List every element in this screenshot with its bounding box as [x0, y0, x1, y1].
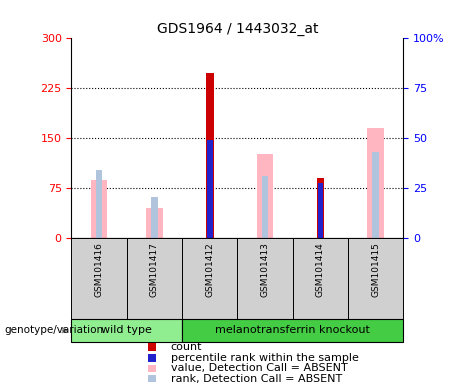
- Bar: [257, 154, 273, 238]
- Bar: [71, 238, 127, 323]
- Bar: [182, 319, 403, 342]
- Bar: [262, 176, 268, 238]
- Bar: [317, 178, 324, 238]
- Text: count: count: [171, 342, 202, 352]
- Bar: [148, 343, 155, 351]
- Text: GSM101416: GSM101416: [95, 242, 104, 297]
- Bar: [237, 238, 293, 323]
- Bar: [318, 183, 323, 238]
- Bar: [182, 238, 237, 323]
- Bar: [148, 375, 155, 382]
- Text: melanotransferrin knockout: melanotransferrin knockout: [215, 325, 370, 335]
- Bar: [91, 179, 107, 238]
- Bar: [148, 364, 155, 372]
- Bar: [206, 73, 213, 238]
- Bar: [148, 354, 155, 362]
- Text: GSM101413: GSM101413: [260, 242, 270, 297]
- Bar: [96, 169, 102, 238]
- Bar: [348, 238, 403, 323]
- Bar: [146, 208, 163, 238]
- Title: GDS1964 / 1443032_at: GDS1964 / 1443032_at: [157, 22, 318, 36]
- Bar: [293, 238, 348, 323]
- Text: GSM101414: GSM101414: [316, 242, 325, 297]
- Bar: [367, 128, 384, 238]
- Text: GSM101417: GSM101417: [150, 242, 159, 297]
- Text: value, Detection Call = ABSENT: value, Detection Call = ABSENT: [171, 363, 347, 373]
- Bar: [207, 139, 213, 238]
- Text: genotype/variation: genotype/variation: [5, 325, 104, 335]
- Text: wild type: wild type: [101, 325, 152, 335]
- Text: GSM101415: GSM101415: [371, 242, 380, 297]
- Bar: [71, 319, 182, 342]
- Text: GSM101412: GSM101412: [205, 242, 214, 297]
- Text: percentile rank within the sample: percentile rank within the sample: [171, 353, 359, 363]
- Text: rank, Detection Call = ABSENT: rank, Detection Call = ABSENT: [171, 374, 342, 384]
- Bar: [151, 197, 158, 238]
- Bar: [372, 152, 379, 238]
- Bar: [127, 238, 182, 323]
